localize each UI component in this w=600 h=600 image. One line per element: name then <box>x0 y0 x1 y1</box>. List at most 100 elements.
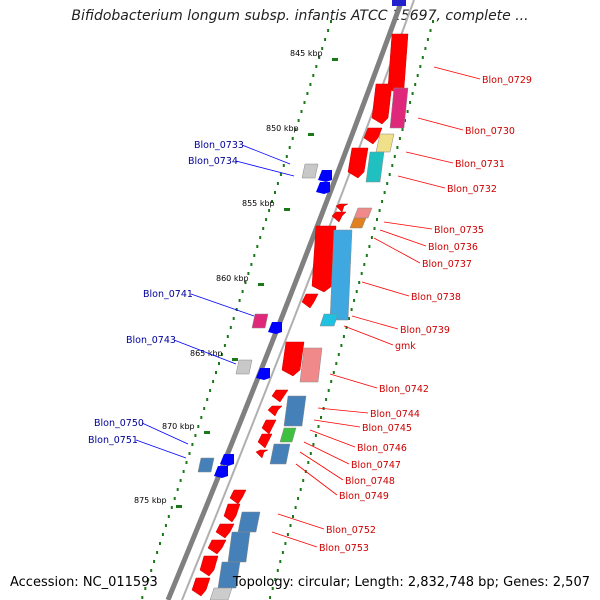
scale-dot <box>312 74 315 77</box>
scale-dot <box>342 335 345 338</box>
forward-gene-arrow <box>261 419 277 435</box>
scale-dot <box>173 497 176 500</box>
scale-dot <box>330 380 333 383</box>
scale-dot <box>164 524 167 527</box>
scale-tick <box>284 208 290 211</box>
reverse-gene-arrow <box>318 170 332 182</box>
scale-dot <box>144 587 147 590</box>
gene-feature-box <box>209 587 233 600</box>
gene-label-right: Blon_0732 <box>447 184 497 195</box>
gene-feature-box <box>197 457 215 473</box>
scale-dot <box>294 506 297 509</box>
gene-label-right: Blon_0746 <box>357 443 407 454</box>
forward-gene-arrow <box>199 555 219 577</box>
scale-dot <box>325 398 328 401</box>
gene-label-left: Blon_0750 <box>94 418 144 429</box>
map-title: Bifidobacterium longum subsp. infantis A… <box>71 8 529 24</box>
scale-dot <box>378 209 381 212</box>
scale-dot <box>212 380 215 383</box>
scale-dot <box>229 326 232 329</box>
scale-dot <box>332 371 335 374</box>
genome-backbone <box>165 0 405 600</box>
scale-dot <box>179 479 182 482</box>
scale-dot <box>203 407 206 410</box>
gene-feature-box <box>227 531 251 563</box>
scale-dot <box>206 398 209 401</box>
backbone-top-feature <box>392 0 406 6</box>
scale-dot <box>200 416 203 419</box>
scale-dot <box>161 533 164 536</box>
scale-dot <box>330 20 332 23</box>
scale-dot <box>368 245 371 248</box>
scale-dot <box>215 371 217 374</box>
scale-dot <box>398 137 401 140</box>
scale-dot <box>294 128 297 131</box>
scale-dot <box>141 596 144 599</box>
gene-label-left: Blon_0741 <box>143 289 193 300</box>
gene-feature-box <box>279 427 297 443</box>
scale-dot <box>253 254 256 257</box>
scale-dot <box>223 344 226 347</box>
forward-gene-arrow <box>335 203 349 213</box>
forward-gene-arrow <box>311 225 337 293</box>
gene-label-left: Blon_0733 <box>194 140 244 151</box>
label-leader-line <box>303 441 350 465</box>
scale-dot <box>271 587 274 590</box>
label-leader-line <box>190 293 255 317</box>
scale-dot <box>383 191 386 194</box>
scale-label: 870 kbp <box>162 422 195 431</box>
reverse-gene-arrow <box>214 466 228 478</box>
scale-dot <box>324 38 327 41</box>
label-leader-line <box>405 151 454 164</box>
scale-dot <box>194 434 197 437</box>
scale-dot <box>365 254 368 257</box>
gene-label-right: Blon_0738 <box>411 292 461 303</box>
scale-label: 865 kbp <box>190 349 223 358</box>
scale-dot <box>353 299 356 302</box>
scale-dot <box>312 443 315 446</box>
scale-dot <box>235 308 238 311</box>
scale-dot <box>432 20 434 23</box>
gene-feature-box <box>299 347 323 383</box>
scale-dot <box>288 146 291 149</box>
scale-dot <box>309 83 312 86</box>
gene-label-right: Blon_0753 <box>319 543 369 554</box>
label-leader-line <box>343 325 394 346</box>
scale-dot <box>153 560 156 563</box>
scale-dot <box>191 443 194 446</box>
forward-gene-arrow <box>229 489 247 505</box>
gene-label-right: Blon_0745 <box>362 423 412 434</box>
scale-dot <box>197 425 200 428</box>
scale-dot <box>185 461 188 464</box>
scale-dot <box>426 38 429 41</box>
label-leader-line <box>241 144 291 165</box>
label-leader-line <box>295 463 338 496</box>
scale-dot <box>391 164 394 167</box>
scale-dot <box>337 353 340 356</box>
scale-dot <box>167 515 170 518</box>
forward-gene-arrow <box>363 127 383 145</box>
forward-gene-arrow <box>223 503 241 523</box>
scale-dot <box>321 47 324 50</box>
scale-dot <box>286 533 289 536</box>
scale-dot <box>284 542 287 545</box>
scale-dot <box>218 362 220 365</box>
scale-dot <box>348 317 350 320</box>
scale-dot <box>424 47 427 50</box>
gene-label-right: Blon_0730 <box>465 126 515 137</box>
forward-gene-arrow <box>301 293 319 309</box>
scale-dot <box>381 200 384 203</box>
scale-dot <box>281 551 284 554</box>
scale-dot <box>297 119 300 122</box>
scale-dot <box>345 326 348 329</box>
gene-feature-box <box>217 561 241 589</box>
scale-dot <box>262 227 265 230</box>
forward-gene-arrow <box>347 147 369 179</box>
genome-backbone-inner <box>181 0 415 600</box>
label-leader-line <box>397 175 446 189</box>
gene-feature-box <box>353 207 373 219</box>
scale-dot <box>303 101 306 104</box>
label-leader-line <box>277 513 325 530</box>
scale-dot <box>299 488 302 491</box>
gene-feature-box <box>269 443 291 465</box>
